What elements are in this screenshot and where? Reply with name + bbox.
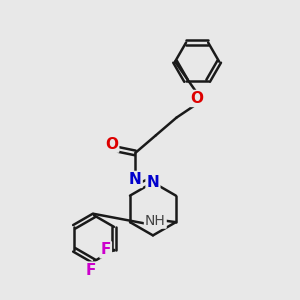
Text: F: F (100, 242, 111, 257)
Text: N: N (147, 175, 159, 190)
Text: F: F (86, 262, 96, 278)
Text: O: O (105, 136, 118, 152)
Text: NH: NH (145, 214, 166, 228)
Text: N: N (129, 172, 142, 187)
Text: O: O (190, 91, 204, 106)
